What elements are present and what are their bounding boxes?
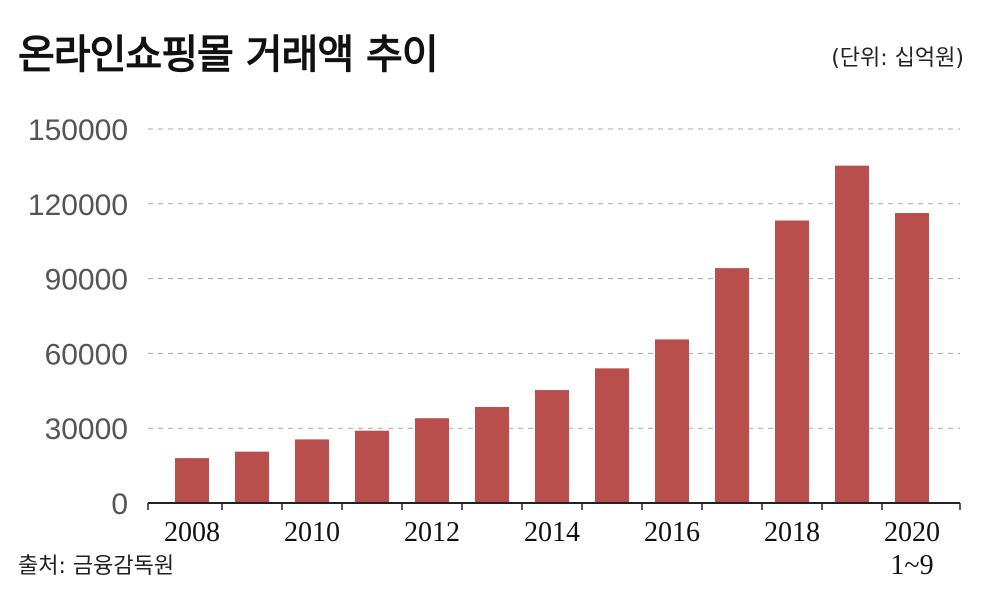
x-tick-label: 2008 (164, 517, 220, 548)
x-tick-label: 1~9 (890, 550, 933, 581)
bar-2019 (835, 165, 869, 504)
bar-2016 (655, 339, 689, 503)
x-tick-label: 2016 (644, 517, 700, 548)
bar-2018 (775, 220, 809, 503)
x-tick-label: 2010 (284, 517, 340, 548)
bar-2013 (475, 407, 509, 503)
x-tick-label: 2020 (884, 517, 940, 548)
bar-2010 (295, 439, 329, 503)
x-tick-label: 2014 (524, 517, 580, 548)
y-axis-ticks: 0 30000 60000 90000 120000 150000 (28, 114, 128, 521)
y-tick-label: 60000 (45, 338, 128, 371)
bar-2015 (595, 368, 629, 503)
bar-2020 (895, 213, 929, 503)
bar-2012 (415, 418, 449, 503)
bars (175, 165, 929, 504)
bar-2017 (715, 268, 749, 503)
x-tick-label: 2012 (404, 517, 460, 548)
unit-label: (단위: 십억원) (831, 46, 964, 71)
y-tick-label: 120000 (28, 189, 128, 222)
source-note: 출처: 금융감독원 (18, 554, 175, 579)
bar-2009 (235, 451, 269, 503)
y-tick-label: 0 (111, 488, 128, 521)
bar-2011 (355, 430, 389, 503)
y-tick-label: 30000 (45, 413, 128, 446)
bar-2014 (535, 390, 569, 503)
y-tick-label: 150000 (28, 114, 128, 147)
bar-2008 (175, 458, 209, 503)
x-tick-label: 2018 (764, 517, 820, 548)
chart-title: 온라인쇼핑몰 거래액 추이 (18, 32, 439, 78)
y-tick-label: 90000 (45, 264, 128, 297)
